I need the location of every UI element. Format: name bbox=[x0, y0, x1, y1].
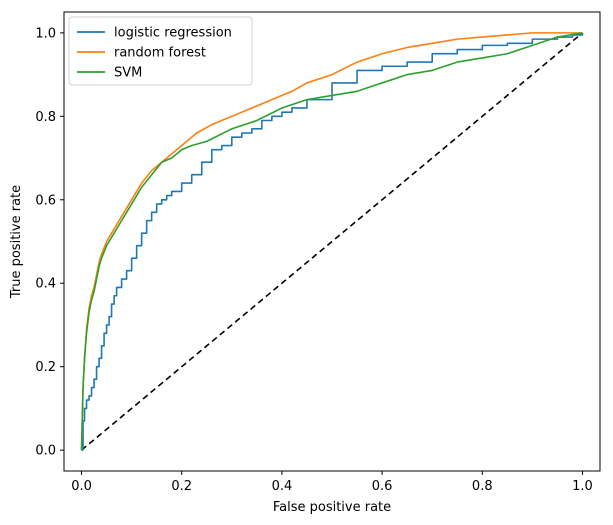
axes-frame bbox=[63, 11, 601, 472]
x-axis-label: False positive rate bbox=[273, 500, 391, 515]
series-line-logistic-regression bbox=[81, 32, 584, 451]
legend-entry-label: logistic regression bbox=[114, 26, 232, 41]
x-tick-label: 0.4 bbox=[272, 479, 293, 494]
x-tick-label: 0.0 bbox=[71, 479, 92, 494]
y-tick-label: 0.8 bbox=[35, 110, 56, 125]
chance-diagonal-line bbox=[81, 32, 583, 451]
series-line-svm bbox=[80, 32, 583, 451]
y-tick-label: 0.0 bbox=[35, 444, 56, 459]
x-axis: 0.0 0.2 0.4 0.6 0.8 1.0 bbox=[71, 471, 593, 494]
y-tick-label: 0.6 bbox=[35, 193, 56, 208]
y-tick-label: 0.2 bbox=[35, 360, 56, 375]
legend: logistic regression random forest SVM bbox=[68, 16, 253, 86]
y-tick-label: 1.0 bbox=[35, 26, 56, 41]
series-line-random-forest bbox=[80, 32, 583, 451]
legend-entry-label: SVM bbox=[114, 66, 142, 81]
y-axis-label: True positive rate bbox=[9, 185, 24, 299]
legend-box bbox=[68, 16, 253, 86]
y-tick-label: 0.4 bbox=[35, 277, 56, 292]
x-tick-label: 0.2 bbox=[171, 479, 192, 494]
plot-area bbox=[80, 32, 584, 451]
legend-entry-label: random forest bbox=[114, 46, 206, 61]
x-tick-label: 0.8 bbox=[472, 479, 493, 494]
x-tick-label: 0.6 bbox=[372, 479, 393, 494]
x-tick-label: 1.0 bbox=[572, 479, 593, 494]
y-axis: 0.0 0.2 0.4 0.6 0.8 1.0 bbox=[35, 26, 64, 459]
